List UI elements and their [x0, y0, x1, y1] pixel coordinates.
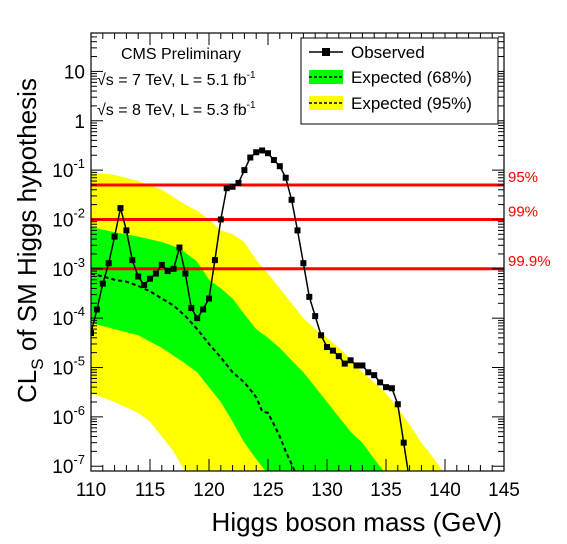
- lumi-line-8tev: √s = 8 TeV, L = 5.3 fb-1: [97, 100, 256, 119]
- observed-point-21: [211, 257, 218, 264]
- observed-point-47: [365, 369, 372, 376]
- observed-point-25: [235, 179, 242, 186]
- observed-point-32: [276, 163, 283, 170]
- y-tick-label-2: 10-5: [52, 354, 85, 380]
- x-tick-label-7: 145: [488, 480, 520, 501]
- expected-68-band: [91, 227, 384, 471]
- observed-point-8: [135, 273, 142, 280]
- observed-point-15: [176, 244, 183, 251]
- cl-label-1: 99%: [508, 203, 538, 220]
- x-tick-label-6: 140: [429, 480, 461, 501]
- observed-point-36: [300, 260, 307, 267]
- x-tick-label-0: 110: [76, 480, 106, 501]
- y-tick-label-4: 10-3: [52, 255, 85, 281]
- observed-point-30: [265, 150, 271, 157]
- observed-point-29: [259, 147, 266, 154]
- x-axis-title: Higgs boson mass (GeV): [212, 507, 502, 537]
- x-tick-label-1: 115: [135, 480, 165, 501]
- observed-point-27: [247, 154, 254, 161]
- lumi-line-7tev: √s = 7 TeV, L = 5.1 fb-1: [97, 70, 256, 89]
- cl-label-2: 99.9%: [508, 253, 551, 270]
- x-tick-label-3: 125: [252, 480, 284, 501]
- legend-label-observed: Observed: [351, 43, 425, 62]
- observed-point-40: [324, 344, 330, 351]
- observed-point-17: [188, 305, 195, 312]
- axis-ticks: [90, 32, 505, 471]
- y-tick-label-6: 10-1: [52, 156, 85, 182]
- observed-point-24: [229, 183, 236, 190]
- observed-point-2: [99, 280, 106, 287]
- observed-point-13: [164, 268, 171, 275]
- observed-point-50: [383, 384, 389, 391]
- observed-point-31: [270, 157, 277, 164]
- observed-point-45: [353, 362, 360, 369]
- observed-point-6: [123, 227, 130, 234]
- observed-point-26: [241, 167, 248, 174]
- observed-point-5: [117, 205, 124, 212]
- plot-frame: [90, 32, 505, 472]
- legend-observed-marker: [322, 48, 330, 56]
- observed-point-46: [359, 362, 366, 369]
- annotation-block: CMS Preliminary √s = 7 TeV, L = 5.1 fb-1…: [97, 46, 256, 119]
- observed-point-16: [182, 270, 189, 277]
- observed-point-52: [394, 401, 401, 408]
- x-tick-label-5: 135: [370, 480, 402, 501]
- expected-median-line: [91, 272, 296, 471]
- observed-point-7: [129, 257, 136, 264]
- observed-point-48: [371, 372, 378, 379]
- observed-point-18: [194, 315, 201, 322]
- observed-point-33: [282, 174, 289, 181]
- observed-point-53: [400, 439, 407, 446]
- y-axis-title: CLS of SM Higgs hypothesis: [12, 78, 47, 403]
- observed-point-14: [170, 265, 177, 272]
- observed-point-38: [312, 313, 319, 320]
- x-tick-label-4: 130: [311, 480, 343, 501]
- observed-point-37: [306, 293, 313, 300]
- cl-label-0: 95%: [508, 169, 538, 186]
- y-tick-labels: 10-7 10-6 10-5 10-4 10-3 10-2 10-1 1 10: [52, 62, 85, 478]
- observed-point-39: [318, 332, 325, 339]
- observed-point-54: [407, 478, 413, 484]
- y-tick-label-5: 10-2: [52, 205, 85, 231]
- observed-point-28: [253, 149, 260, 156]
- observed-point-35: [294, 227, 301, 234]
- legend-label-68: Expected (68%): [351, 68, 472, 87]
- legend: Observed Expected (68%) Expected (95%): [300, 37, 499, 125]
- observed-point-3: [105, 260, 112, 267]
- observed-point-23: [223, 185, 230, 192]
- y-tick-label-1: 10-6: [52, 403, 85, 429]
- x-tick-labels: 110 115 120 125 130 135 140 145: [76, 480, 520, 501]
- observed-point-43: [341, 360, 348, 367]
- observed-point-51: [388, 385, 395, 392]
- observed-point-9: [141, 281, 148, 288]
- observed-point-49: [377, 379, 384, 386]
- observed-point-4: [111, 233, 118, 240]
- experiment-label: CMS Preliminary: [121, 46, 241, 63]
- observed-point-34: [288, 196, 295, 203]
- observed-point-19: [200, 306, 207, 313]
- observed-point-22: [217, 216, 224, 223]
- y-tick-label-0: 10-7: [52, 452, 85, 478]
- observed-point-11: [152, 270, 159, 277]
- observed-point-12: [158, 261, 165, 268]
- y-tick-label-3: 10-4: [52, 304, 85, 330]
- y-tick-label-7: 1: [74, 112, 85, 133]
- observed-point-41: [329, 347, 336, 354]
- y-tick-label-8: 10: [64, 62, 85, 83]
- x-tick-label-2: 120: [193, 480, 225, 501]
- observed-point-20: [206, 295, 212, 302]
- observed-point-10: [147, 275, 153, 282]
- observed-point-42: [335, 353, 342, 360]
- observed-point-1: [93, 306, 100, 313]
- observed-point-44: [347, 357, 354, 364]
- legend-label-95: Expected (95%): [351, 94, 472, 113]
